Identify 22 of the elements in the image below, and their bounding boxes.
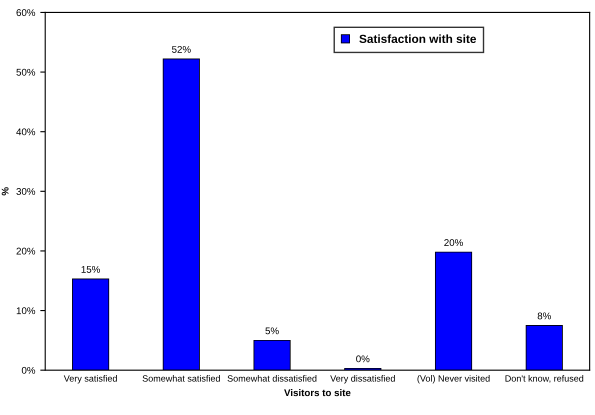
data-label: 15% — [82, 266, 100, 273]
y-tick-label: 50% — [16, 68, 36, 76]
data-label: 8% — [538, 312, 551, 320]
x-tick-label: Very satisfied — [64, 375, 117, 384]
data-label: 52% — [172, 46, 191, 53]
y-tick-label: 10% — [16, 307, 36, 314]
data-label: 5% — [265, 327, 279, 334]
y-tick-label: 30% — [16, 188, 36, 195]
x-tick-label: (Vol) Never visited — [417, 375, 490, 384]
y-tick-label: 0% — [22, 366, 36, 374]
y-tick-label: 60% — [16, 9, 36, 16]
y-tick-label: 20% — [16, 248, 36, 255]
data-label: 0% — [356, 355, 370, 362]
y-tick-label: 40% — [16, 128, 36, 136]
data-label: 20% — [444, 239, 463, 246]
y-axis-title: % — [2, 187, 9, 196]
x-tick-label: Don't know, refused — [506, 375, 584, 383]
x-tick-label: Very dissatisfied — [330, 375, 395, 384]
x-tick-label: Somewhat satisfied — [142, 375, 220, 382]
legend-label: Satisfaction with site — [359, 34, 476, 44]
x-axis-title: Visitors to site — [284, 389, 351, 396]
x-tick-label: Somewhat dissatisfied — [228, 375, 316, 382]
